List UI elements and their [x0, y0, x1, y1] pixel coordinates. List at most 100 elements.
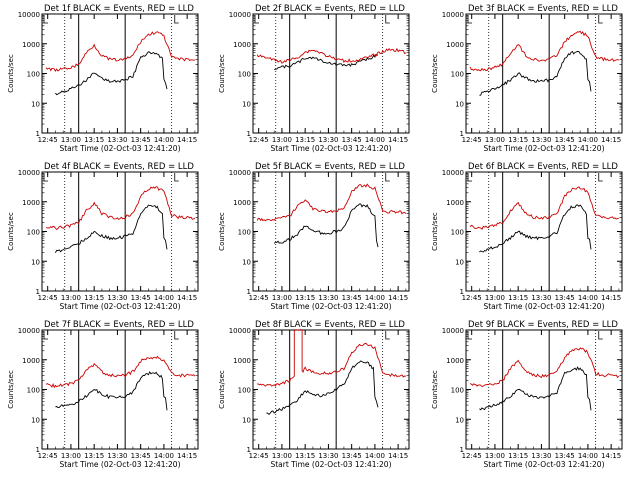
series-line-lld	[469, 30, 620, 72]
series-line-lld	[257, 328, 406, 387]
y-tick-label: 1	[36, 446, 40, 454]
bracket-marker	[254, 15, 259, 24]
series-line-events	[55, 371, 168, 411]
x-tick-label: 14:15	[177, 294, 197, 302]
y-tick-label: 10000	[442, 327, 464, 335]
x-tick-label: 13:45	[342, 294, 362, 302]
y-tick-label: 10	[31, 258, 40, 266]
x-tick-label: 13:00	[272, 294, 292, 302]
x-axis-label: Start Time (02-Oct-03 12:41:20)	[59, 144, 180, 153]
bracket-marker	[385, 15, 390, 24]
x-tick-label: 14:15	[388, 294, 408, 302]
bracket-marker	[385, 331, 390, 340]
panel-title: Det 8f BLACK = Events, RED = LLD	[255, 320, 405, 330]
y-tick-label: 1000	[446, 357, 464, 365]
x-tick-label: 13:00	[61, 294, 81, 302]
x-tick-label: 14:15	[388, 452, 408, 460]
x-tick-label: 13:30	[107, 294, 127, 302]
series-line-events	[55, 204, 168, 254]
x-tick-label: 14:15	[601, 452, 621, 460]
x-tick-label: 13:15	[508, 136, 528, 144]
bracket-marker	[467, 331, 472, 340]
y-tick-label: 1000	[22, 357, 40, 365]
series-line-lld	[469, 186, 620, 230]
x-tick-label: 14:00	[578, 136, 598, 144]
y-tick-label: 1	[36, 288, 40, 296]
y-tick-label: 1000	[233, 357, 251, 365]
y-tick-label: 1	[460, 130, 464, 138]
series-line-events	[479, 204, 592, 253]
detector-panel-6: Det 6f BLACK = Events, RED = LLD Counts/s…	[431, 162, 623, 311]
series-line-lld	[256, 183, 407, 222]
series-line-lld	[45, 355, 196, 389]
x-tick-label: 14:00	[578, 294, 598, 302]
x-tick-label: 13:30	[531, 294, 551, 302]
bracket-marker	[254, 173, 259, 182]
x-tick-label: 14:15	[177, 452, 197, 460]
x-tick-label: 14:00	[154, 294, 174, 302]
panel-title: Det 6f BLACK = Events, RED = LLD	[468, 162, 618, 172]
y-tick-label: 1000	[22, 41, 40, 49]
y-tick-label: 100	[27, 71, 40, 79]
x-axis-label: Start Time (02-Oct-03 12:41:20)	[483, 302, 604, 311]
plot-frame	[252, 171, 410, 292]
detector-panel-3: Det 3f BLACK = Events, RED = LLD Counts/s…	[431, 4, 623, 153]
panel-title: Det 4f BLACK = Events, RED = LLD	[44, 162, 194, 172]
x-tick-label: 14:00	[365, 294, 385, 302]
plot-frame	[465, 13, 623, 134]
panel-title: Det 2f BLACK = Events, RED = LLD	[255, 4, 405, 14]
x-tick-label: 13:00	[61, 136, 81, 144]
x-tick-label: 12:45	[462, 452, 482, 460]
x-tick-label: 13:30	[318, 294, 338, 302]
y-axis-label: Counts/sec	[7, 54, 15, 93]
y-tick-label: 10	[31, 416, 40, 424]
detector-panel-9: Det 9f BLACK = Events, RED = LLD Counts/s…	[431, 320, 623, 469]
y-axis-label: Counts/sec	[7, 370, 15, 409]
y-tick-label: 10000	[229, 327, 251, 335]
x-tick-label: 13:00	[272, 452, 292, 460]
bracket-marker	[467, 15, 472, 24]
x-tick-label: 13:45	[342, 452, 362, 460]
bracket-marker	[174, 331, 179, 340]
y-tick-label: 1	[247, 288, 251, 296]
bracket-marker	[598, 173, 603, 182]
plot-frame	[41, 329, 199, 450]
x-tick-label: 13:15	[508, 294, 528, 302]
bracket-marker	[43, 331, 48, 340]
series-line-events	[479, 366, 592, 411]
y-tick-label: 1	[460, 446, 464, 454]
x-axis-label: Start Time (02-Oct-03 12:41:20)	[270, 144, 391, 153]
x-tick-label: 12:45	[462, 136, 482, 144]
x-tick-label: 14:00	[154, 136, 174, 144]
x-tick-label: 13:45	[131, 452, 151, 460]
plot-frame	[252, 329, 410, 450]
x-tick-label: 13:15	[84, 294, 104, 302]
y-tick-label: 10000	[442, 169, 464, 177]
x-tick-label: 13:30	[107, 452, 127, 460]
x-tick-label: 13:30	[531, 136, 551, 144]
bracket-marker	[598, 15, 603, 24]
y-tick-label: 100	[238, 71, 251, 79]
y-tick-label: 10	[31, 100, 40, 108]
x-tick-label: 13:15	[295, 136, 315, 144]
series-line-lld	[45, 186, 196, 230]
x-tick-label: 13:45	[342, 136, 362, 144]
x-axis-label: Start Time (02-Oct-03 12:41:20)	[483, 460, 604, 469]
x-tick-label: 12:45	[38, 294, 58, 302]
plot-frame	[252, 13, 410, 134]
series-line-events	[55, 51, 168, 96]
series-line-events	[273, 203, 379, 248]
bracket-marker	[174, 15, 179, 24]
x-tick-label: 13:15	[84, 136, 104, 144]
series-line-lld	[45, 31, 195, 72]
x-tick-label: 14:15	[601, 294, 621, 302]
plot-frame	[465, 171, 623, 292]
x-axis-label: Start Time (02-Oct-03 12:41:20)	[270, 302, 391, 311]
series-line-events	[274, 53, 379, 71]
y-tick-label: 100	[238, 387, 251, 395]
y-tick-label: 1	[247, 446, 251, 454]
series-line-events	[266, 360, 379, 416]
y-tick-label: 10	[242, 416, 251, 424]
detector-panel-1: Det 1f BLACK = Events, RED = LLD Counts/s…	[7, 4, 199, 153]
x-tick-label: 12:45	[462, 294, 482, 302]
